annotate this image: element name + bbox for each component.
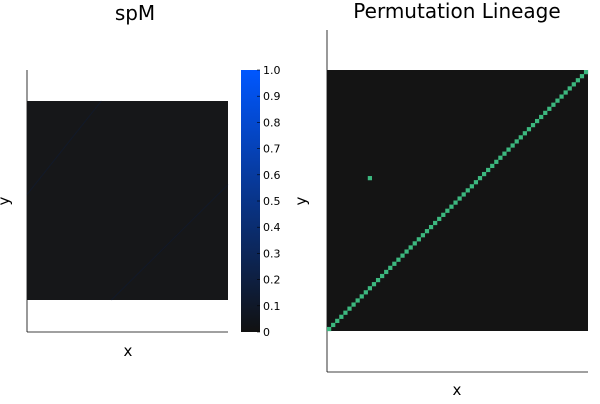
lineage-cell-diag-5 [347, 306, 352, 311]
lineage-cell-diag-46 [514, 139, 519, 144]
lineage-cell-diag-33 [461, 192, 466, 197]
lineage-cell-diag-4 [343, 310, 348, 315]
lineage-cell-diag-18 [400, 253, 405, 258]
colorbar-tick-label-9: 0.9 [263, 90, 281, 103]
lineage-cell-diag-37 [477, 176, 483, 181]
lineage-cell-diag-16 [392, 261, 397, 266]
lineage-cell-diag-61 [575, 78, 580, 83]
lineage-cell-diag-60 [571, 82, 576, 87]
lineage-cell-diag-21 [412, 241, 417, 246]
lineage-cell-diag-44 [506, 147, 511, 152]
lineage-cell-diag-40 [490, 163, 495, 169]
lineage-title: Permutation Lineage [353, 0, 560, 23]
colorbar-tick-label-0: 0 [263, 326, 270, 339]
colorbar: 0 0.1 0.2 0.3 0.4 0.5 0.6 0.7 0.8 0.9 1.0 [241, 64, 281, 339]
spm-diagonals [26, 100, 229, 301]
lineage-cell-diag-54 [547, 106, 552, 111]
lineage-cell-diag-45 [510, 143, 515, 148]
lineage-cell-diag-30 [449, 204, 454, 209]
spm-diagonal-1 [111, 184, 229, 301]
lineage-cell-diag-50 [530, 123, 536, 128]
colorbar-tick-label-7: 0.7 [263, 143, 281, 156]
colorbar-tick-label-1: 0.1 [263, 300, 281, 313]
lineage-cell-diag-23 [420, 233, 426, 238]
colorbar-tick-label-10: 1.0 [263, 64, 281, 77]
lineage-cell-diag-13 [380, 273, 385, 279]
lineage-cell-diag-56 [555, 98, 560, 103]
lineage-cell-diag-6 [351, 302, 356, 307]
lineage-xlabel: x [453, 381, 462, 399]
lineage-cell-diag-29 [445, 208, 450, 213]
colorbar-tick-label-3: 0.3 [263, 247, 281, 260]
colorbar-tick-label-5: 0.5 [263, 195, 281, 208]
lineage-cell-diag-57 [559, 94, 564, 99]
lineage-cell-diag-53 [543, 110, 548, 116]
lineage-cells [327, 70, 589, 332]
lineage-cell-diag-15 [388, 265, 393, 270]
lineage-cell-diag-34 [465, 188, 470, 193]
lineage-cell-diag-52 [539, 114, 544, 120]
lineage-cell-diag-39 [486, 167, 491, 173]
lineage-cell-diag-3 [339, 314, 344, 319]
colorbar-tick-label-2: 0.2 [263, 274, 281, 287]
lineage-cell-diag-49 [526, 127, 532, 132]
lineage-cell-diag-9 [363, 290, 368, 295]
colorbar-tick-label-8: 0.8 [263, 116, 281, 129]
lineage-cell-diag-2 [335, 318, 340, 323]
lineage-cell-diag-17 [396, 257, 401, 262]
lineage-cell-diag-58 [563, 90, 568, 95]
lineage-cell-diag-59 [567, 86, 572, 91]
lineage-cell-diag-36 [473, 180, 479, 185]
lineage-cell-diag-8 [359, 294, 364, 299]
lineage-cell-diag-51 [534, 118, 540, 124]
lineage-cell-diag-27 [437, 216, 442, 222]
spm-heatmap [27, 101, 228, 300]
lineage-cell-diag-7 [355, 298, 360, 303]
colorbar-gradient [241, 70, 260, 332]
lineage-cell-diag-43 [502, 151, 507, 156]
lineage-cell-diag-25 [428, 224, 434, 230]
lineage-cell-diag-41 [494, 159, 499, 164]
spm-panel: spM x y [0, 1, 229, 360]
spm-xlabel: x [124, 342, 133, 360]
lineage-cell-diag-48 [522, 131, 527, 136]
lineage-cell-diag-11 [371, 282, 377, 287]
lineage-cell-diag-32 [457, 196, 462, 201]
colorbar-ticks: 0 0.1 0.2 0.3 0.4 0.5 0.6 0.7 0.8 0.9 1.0 [257, 64, 281, 339]
lineage-cell-diag-42 [498, 155, 503, 160]
lineage-panel: Permutation Lineage x y [292, 0, 589, 399]
spm-title: spM [115, 1, 155, 25]
lineage-cell-diag-1 [331, 322, 336, 328]
lineage-cell-diag-31 [453, 200, 458, 205]
lineage-cell-diag-62 [579, 74, 585, 79]
lineage-cell-diag-35 [469, 184, 474, 189]
spm-diagonal-0 [26, 100, 102, 195]
lineage-cell-diag-38 [481, 171, 487, 177]
lineage-cell-diag-55 [551, 102, 556, 107]
colorbar-tick-label-6: 0.6 [263, 169, 281, 182]
lineage-cell-diag-19 [404, 249, 409, 254]
lineage-cell-diag-0 [327, 326, 332, 332]
lineage-cell-diag-26 [433, 220, 438, 226]
lineage-cell-diag-20 [408, 245, 413, 250]
colorbar-tick-label-4: 0.4 [263, 221, 281, 234]
lineage-cell-diag-47 [518, 135, 523, 140]
lineage-cell-diag-12 [375, 277, 381, 283]
lineage-ylabel: y [292, 196, 310, 205]
lineage-cell-diag-63 [583, 70, 589, 75]
lineage-cell-diag-28 [441, 212, 446, 217]
lineage-cell-diag-14 [384, 269, 389, 275]
lineage-cell-diag-22 [416, 237, 421, 242]
spm-ylabel: y [0, 196, 13, 205]
lineage-cell-diag-24 [424, 229, 430, 234]
lineage-cell-diag-10 [367, 286, 373, 291]
lineage-cell-extra-0 [367, 176, 373, 181]
